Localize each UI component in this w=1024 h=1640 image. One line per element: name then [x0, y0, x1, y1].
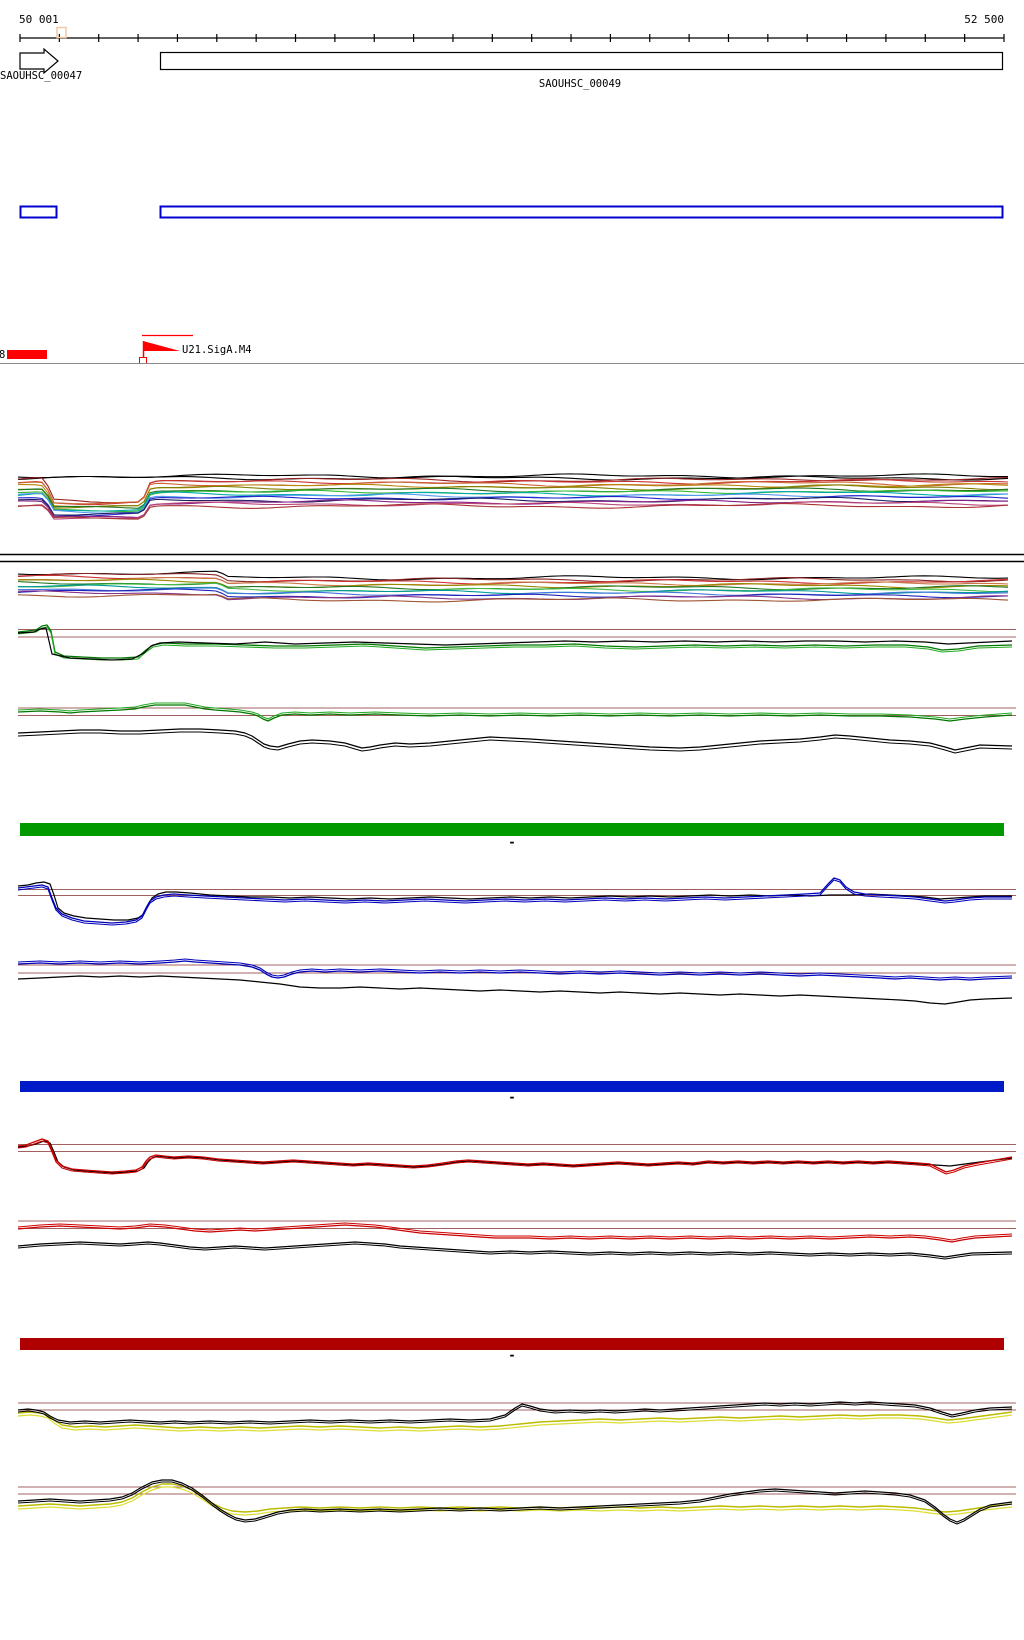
track-line — [17, 582, 1008, 593]
tss-flag-icon[interactable] — [143, 341, 180, 351]
track-line — [17, 570, 1009, 581]
track-line — [17, 975, 1013, 1005]
track-line — [17, 960, 1013, 981]
track-line — [18, 495, 1009, 517]
track-line — [17, 1401, 1013, 1423]
track-line — [17, 503, 1009, 520]
track-line — [17, 702, 1013, 720]
track-line — [17, 1140, 1013, 1174]
track-blue-group-lower — [17, 958, 1016, 1005]
track-line — [17, 473, 1009, 479]
track-line — [18, 501, 1009, 520]
track-line — [17, 593, 1009, 603]
track-line — [17, 496, 1008, 516]
track-line — [17, 958, 1013, 979]
strand-label-blue-group: - — [508, 1090, 515, 1104]
track-line — [17, 881, 1012, 921]
track-line — [17, 1481, 1013, 1525]
track-line — [17, 1486, 1013, 1516]
track-line — [17, 728, 1013, 751]
gene-arrow-feature[interactable] — [19, 47, 59, 75]
track-line — [17, 576, 1009, 587]
track-line — [17, 475, 1009, 481]
track-line — [17, 1222, 1013, 1241]
track-line — [17, 624, 1013, 659]
group-bar-red[interactable] — [20, 1338, 1004, 1350]
gene-arrow-label: SAOUHSC_00047 — [0, 70, 82, 82]
left-edge-marker-label: 8 — [0, 349, 5, 361]
group-bars — [20, 823, 1004, 1350]
strand-label-red-group: - — [508, 1348, 515, 1362]
track-line — [17, 1224, 1013, 1243]
track-line — [17, 1411, 1013, 1429]
tss-flag-label: U21.SigA.M4 — [182, 344, 252, 356]
track-line — [17, 578, 1009, 589]
track-line — [18, 584, 1009, 595]
track-green-group-lower — [17, 702, 1016, 754]
track-yellow-group-lower — [17, 1479, 1016, 1525]
track-line — [17, 879, 1012, 926]
track-line — [17, 1241, 1013, 1258]
gene-box-feature[interactable] — [159, 51, 1004, 71]
transcript-box-1[interactable] — [19, 205, 58, 219]
track-red-group-upper — [17, 1138, 1016, 1175]
ruler-ticks — [19, 34, 1005, 42]
track-line — [17, 1138, 1013, 1173]
gene-box-label: SAOUHSC_00049 — [539, 78, 621, 90]
track-line — [17, 572, 1009, 583]
separator-lines — [0, 553, 1024, 563]
track-line — [17, 704, 1013, 722]
track-yellow-group-upper — [17, 1401, 1016, 1432]
ruler-start-label: 50 001 — [19, 13, 59, 26]
track-line — [17, 1140, 1013, 1175]
track-line — [17, 491, 1009, 512]
track-line — [17, 1479, 1013, 1523]
track-line — [17, 588, 1009, 599]
track-blue-group-upper — [17, 877, 1016, 926]
tss-flag-base — [139, 357, 147, 364]
strand-label-green-group: - — [508, 835, 515, 849]
track-line — [17, 877, 1012, 924]
track-overlay-all-samples-1 — [17, 473, 1009, 520]
gene-track: SAOUHSC_00047 SAOUHSC_00049 — [0, 47, 1004, 90]
ruler-end-label: 52 500 — [964, 13, 1004, 26]
track-line — [17, 484, 1008, 509]
track-green-group-upper — [17, 624, 1016, 661]
track-line — [17, 1403, 1013, 1425]
track-line — [17, 731, 1013, 754]
track-line — [17, 478, 1009, 506]
track-line — [17, 1414, 1013, 1432]
ruler-cursor[interactable] — [56, 26, 67, 39]
transcript-track — [19, 205, 1004, 219]
left-edge-marker[interactable] — [7, 350, 47, 359]
transcript-box-2[interactable] — [159, 205, 1004, 219]
group-bar-blue[interactable] — [20, 1081, 1004, 1092]
track-line — [17, 1243, 1013, 1260]
group-bar-green[interactable] — [20, 823, 1004, 836]
track-line — [17, 627, 1013, 661]
track-line — [17, 481, 1009, 505]
coverage-tracks — [17, 473, 1016, 1525]
track-overlay-all-samples-2 — [17, 570, 1009, 603]
track-red-group-lower — [17, 1220, 1016, 1260]
ruler: 50 001 52 500 — [19, 13, 1005, 42]
tss-annotation: U21.SigA.M4 8 — [0, 334, 1024, 364]
track-line — [17, 487, 1009, 509]
